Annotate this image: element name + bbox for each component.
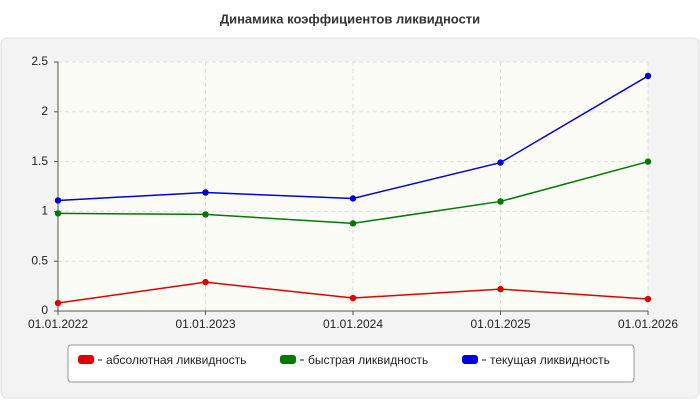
legend-swatch: [280, 355, 296, 364]
data-point: [54, 210, 62, 217]
data-point: [349, 195, 357, 202]
legend-label: абсолютная ликвидность: [106, 353, 246, 367]
data-point: [497, 159, 504, 166]
x-tick-label: 01.01.2022: [28, 317, 88, 331]
x-tick-label: 01.01.2026: [618, 317, 678, 331]
y-tick-label: 0.5: [31, 253, 48, 267]
legend-swatch: [78, 355, 94, 364]
data-point: [349, 220, 357, 227]
data-point: [644, 158, 652, 165]
y-tick-label: 1: [41, 204, 48, 218]
legend-swatch: [462, 355, 478, 364]
y-tick-label: 1.5: [31, 154, 48, 168]
data-point: [54, 299, 62, 307]
x-tick-label: 01.01.2025: [470, 317, 530, 331]
legend-label: текущая ликвидность: [490, 353, 610, 367]
data-point: [202, 278, 209, 286]
y-tick-label: 0: [41, 303, 48, 317]
x-tick-label: 01.01.2024: [323, 317, 383, 331]
data-point: [54, 197, 62, 204]
data-point: [644, 295, 652, 303]
y-tick-label: 2.5: [31, 54, 48, 68]
legend-label: быстрая ликвидность: [308, 353, 428, 367]
x-tick-label: 01.01.2023: [175, 317, 235, 331]
data-point: [349, 294, 357, 302]
data-point: [497, 285, 504, 293]
data-point: [644, 72, 652, 80]
data-point: [497, 198, 504, 205]
chart-title: Динамика коэффициентов ликвидности: [220, 11, 480, 26]
data-point: [202, 189, 209, 196]
data-point: [202, 211, 209, 218]
y-tick-label: 2: [41, 104, 48, 118]
plot-area: [58, 62, 648, 311]
legend: [67, 344, 635, 383]
